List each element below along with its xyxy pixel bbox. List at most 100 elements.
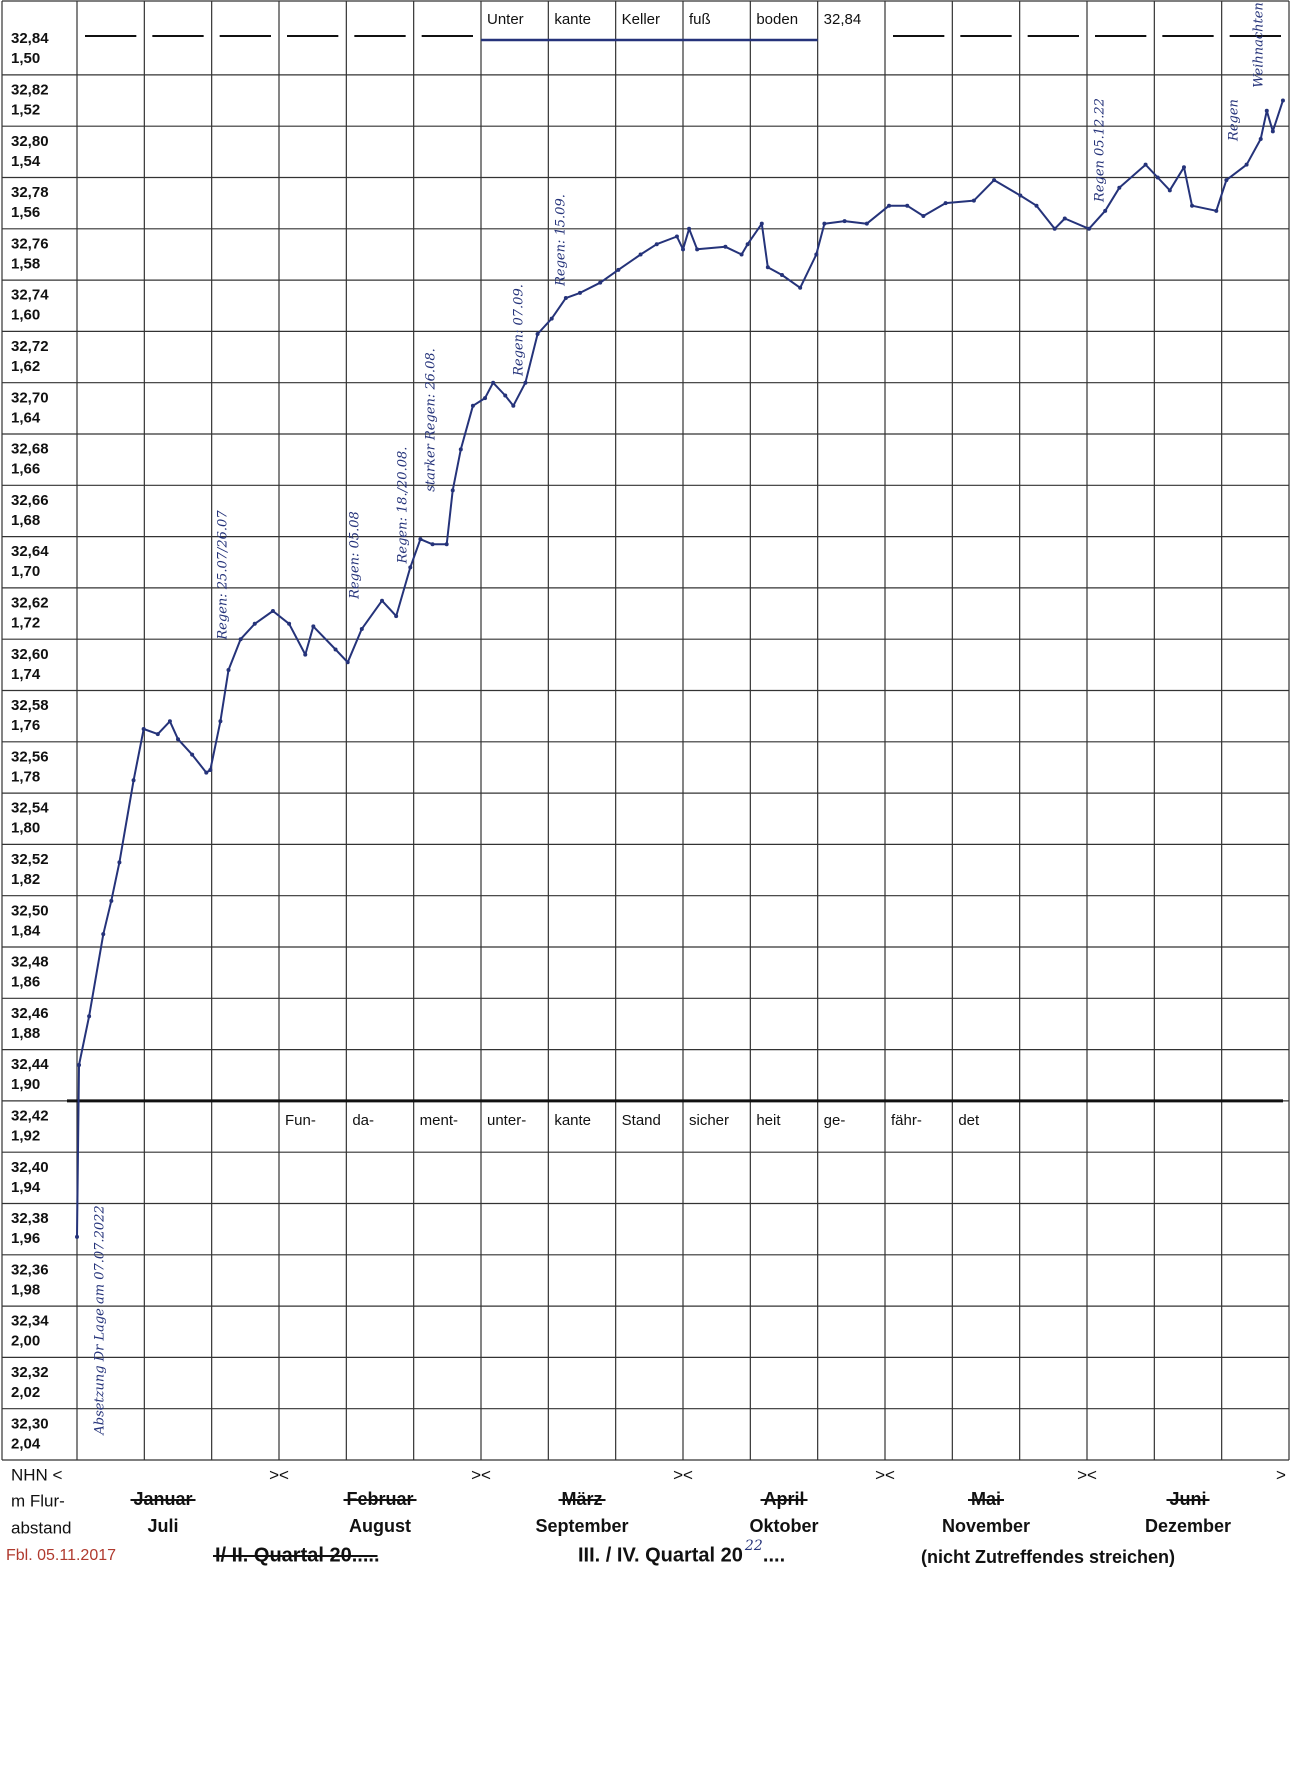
y-tick-label: 32,76 — [11, 235, 49, 252]
y-axis-label: NHN < — [11, 1465, 63, 1484]
level-point — [723, 244, 728, 249]
y-tick-label: 32,40 — [11, 1159, 49, 1176]
level-point — [226, 667, 231, 672]
y-tick-label: 32,32 — [11, 1364, 49, 1381]
threshold-cell: fähr- — [891, 1112, 922, 1129]
y-tick-label: 32,78 — [11, 184, 49, 201]
level-point — [1214, 208, 1219, 213]
level-point — [450, 488, 455, 493]
y-tick-label: 32,62 — [11, 595, 49, 612]
level-point — [141, 726, 146, 731]
level-point — [971, 198, 976, 203]
y2-tick-label: 1,52 — [11, 102, 40, 119]
x-tick-label: September — [535, 1516, 628, 1536]
struck-month: Mai — [971, 1489, 1001, 1509]
annotation: Absetzung Dr Lage am 07.07.2022 — [93, 1205, 108, 1435]
y-tick-label: 32,80 — [11, 133, 49, 150]
y-tick-label: 32,46 — [11, 1005, 49, 1022]
y-tick-label: 32,42 — [11, 1108, 49, 1125]
y2-tick-label: 1,64 — [11, 409, 41, 426]
annotation: Regen: 07.09. — [512, 284, 527, 377]
x-tick-label: November — [942, 1516, 1030, 1536]
header-cell: boden — [756, 11, 798, 28]
boundary-marker: >< — [269, 1465, 289, 1484]
y2-tick-label: 1,60 — [11, 307, 40, 324]
level-point — [1190, 203, 1195, 208]
annotation: Regen: 05.08 — [348, 511, 363, 600]
y-tick-label: 32,70 — [11, 389, 49, 406]
annotation: Regen — [1227, 99, 1242, 142]
level-point — [798, 285, 803, 290]
y2-tick-label: 1,66 — [11, 461, 40, 478]
level-point — [345, 660, 350, 665]
level-point — [739, 252, 744, 257]
level-point — [270, 608, 275, 613]
level-point — [117, 860, 122, 865]
boundary-marker: >< — [1077, 1465, 1097, 1484]
y-tick-label: 32,36 — [11, 1261, 49, 1278]
header-cell: 32,84 — [824, 11, 862, 28]
y-tick-label: 32,68 — [11, 441, 49, 458]
threshold-cell: unter- — [487, 1112, 526, 1129]
level-point — [380, 598, 385, 603]
y-tick-label: 32,30 — [11, 1415, 49, 1432]
annotation: starker Regen: 26.08. — [424, 348, 439, 492]
y2-tick-label: 1,62 — [11, 358, 40, 375]
y2-tick-label: 1,54 — [11, 153, 41, 170]
y-tick-label: 32,60 — [11, 646, 49, 663]
y2-axis-label: m Flur- — [11, 1491, 65, 1510]
level-line — [76, 100, 1284, 1237]
level-point — [921, 213, 926, 218]
level-point — [218, 719, 223, 724]
y2-tick-label: 1,84 — [11, 922, 41, 939]
y-tick-label: 32,38 — [11, 1210, 49, 1227]
level-point — [822, 221, 827, 226]
level-point — [814, 252, 819, 257]
y2-tick-label: 1,82 — [11, 871, 40, 888]
level-point — [131, 778, 136, 783]
y2-tick-label: 1,94 — [11, 1179, 41, 1196]
end-marker: > — [1276, 1465, 1286, 1484]
y-tick-label: 32,34 — [11, 1313, 49, 1330]
y2-tick-label: 1,96 — [11, 1230, 40, 1247]
quarter-year: 22 — [744, 1538, 763, 1554]
level-point — [1280, 98, 1285, 103]
y2-tick-label: 2,00 — [11, 1333, 40, 1350]
annotation: Regen 05.12.22 — [1093, 98, 1108, 203]
y2-tick-label: 1,86 — [11, 974, 40, 991]
boundary-marker: >< — [875, 1465, 895, 1484]
threshold-cell: da- — [352, 1112, 374, 1129]
y2-tick-label: 1,78 — [11, 768, 40, 785]
header-cell: Unter — [487, 11, 524, 28]
level-point — [287, 621, 292, 626]
level-point — [503, 393, 508, 398]
y2-tick-label: 1,92 — [11, 1128, 40, 1145]
level-point — [470, 403, 475, 408]
level-point — [943, 201, 948, 206]
level-point — [483, 396, 488, 401]
level-point — [408, 565, 413, 570]
level-point — [1224, 178, 1229, 183]
level-point — [430, 542, 435, 547]
level-point — [458, 447, 463, 452]
level-point — [167, 719, 172, 724]
form-id: Fbl. 05.11.2017 — [6, 1547, 116, 1564]
level-point — [1018, 193, 1023, 198]
level-point — [1270, 129, 1275, 134]
x-tick-label: August — [349, 1516, 411, 1536]
quarter-dots: .... — [763, 1544, 785, 1566]
level-point — [1155, 175, 1160, 180]
level-point — [252, 621, 257, 626]
level-point — [87, 1014, 92, 1019]
level-point — [75, 1234, 79, 1239]
level-point — [1052, 226, 1057, 231]
y2-axis-label: abstand — [11, 1518, 72, 1537]
y2-tick-label: 1,90 — [11, 1076, 40, 1093]
level-point — [208, 768, 213, 773]
level-point — [563, 296, 568, 301]
level-point — [779, 272, 784, 277]
level-point — [1117, 185, 1122, 190]
y-tick-label: 32,64 — [11, 543, 49, 560]
quarter-label: III. / IV. Quartal 20 — [578, 1544, 743, 1566]
